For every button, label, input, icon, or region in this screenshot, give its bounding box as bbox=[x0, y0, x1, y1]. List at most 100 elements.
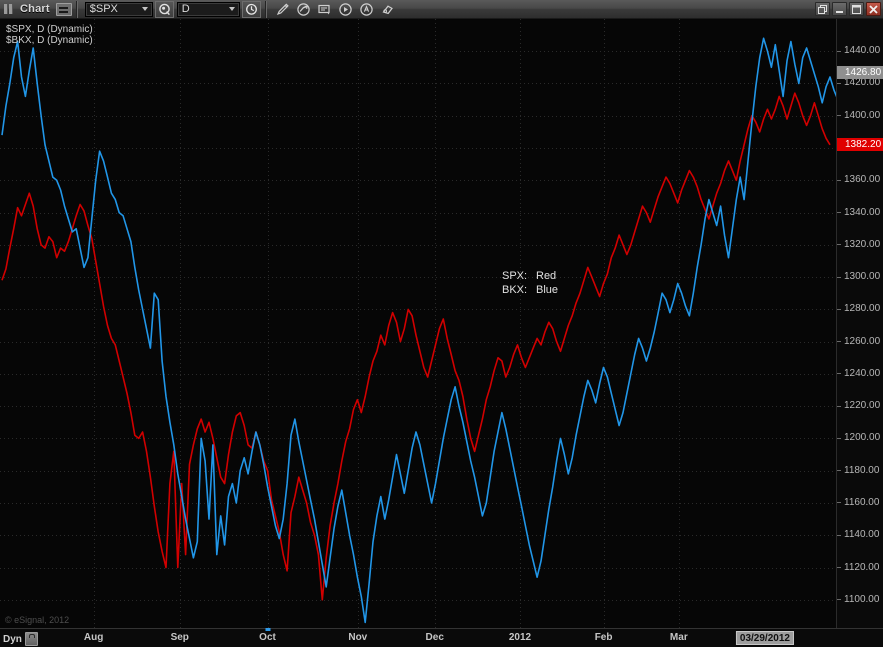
chart-annotation: SPX: Red BKX: Blue bbox=[502, 269, 558, 297]
interval-picker-button[interactable] bbox=[241, 0, 261, 18]
price-series-svg bbox=[0, 19, 836, 628]
link-window-icon[interactable] bbox=[55, 2, 72, 16]
previous-close-marker: 1426.80 bbox=[837, 66, 883, 79]
price-tick-label: 1300.00 bbox=[844, 271, 881, 283]
price-tick: 1220.00 bbox=[837, 400, 883, 411]
price-tick: 1340.00 bbox=[837, 207, 883, 218]
interval-value[interactable]: D bbox=[181, 3, 190, 15]
minimize-button[interactable] bbox=[832, 2, 847, 16]
restore-icon bbox=[818, 4, 827, 14]
price-tick: 1400.00 bbox=[837, 110, 883, 121]
dyn-status[interactable]: Dyn bbox=[3, 632, 38, 646]
time-tick-label: Nov bbox=[348, 632, 368, 643]
price-tick: 1200.00 bbox=[837, 432, 883, 443]
annotation-line-bkx: BKX: Blue bbox=[502, 283, 558, 297]
alert-circle-icon bbox=[360, 2, 373, 16]
interval-input[interactable]: D bbox=[176, 1, 240, 17]
price-tick-label: 1120.00 bbox=[844, 561, 880, 573]
eraser-tool-button[interactable] bbox=[378, 1, 397, 18]
price-tick-label: 1360.00 bbox=[844, 174, 881, 186]
chart-container: $SPX, D (Dynamic) $BKX, D (Dynamic) SPX:… bbox=[0, 19, 883, 628]
series-lines bbox=[1, 37, 836, 624]
last-price-marker-value: 1382.20 bbox=[845, 138, 882, 150]
price-tick: 1260.00 bbox=[837, 336, 883, 347]
time-tick-label: Sep bbox=[170, 632, 189, 643]
price-tick-label: 1220.00 bbox=[844, 400, 881, 412]
time-tick-label: Feb bbox=[594, 632, 613, 643]
price-tick-label: 1420.00 bbox=[844, 77, 881, 89]
chevron-down-icon[interactable] bbox=[139, 7, 152, 11]
annotation-bkx-value: Blue bbox=[536, 284, 559, 296]
price-tick-label: 1140.00 bbox=[844, 529, 880, 541]
restore-down-button[interactable] bbox=[815, 2, 830, 16]
cursor-date-box: 03/29/2012 bbox=[735, 631, 794, 645]
time-axis[interactable]: Dyn Aug Sep Oct Nov Dec 2012 Feb Mar 03/29/2012 bbox=[0, 628, 883, 647]
price-tick: 1240.00 bbox=[837, 368, 883, 379]
window-title: Chart bbox=[20, 3, 50, 15]
symbol-input[interactable]: $SPX bbox=[84, 1, 153, 17]
text-annotation-tool-button[interactable] bbox=[315, 1, 334, 18]
last-price-marker: 1382.20 bbox=[837, 137, 883, 151]
toolbar-separator-1 bbox=[75, 0, 78, 18]
lock-icon[interactable] bbox=[24, 632, 38, 646]
price-tick: 1440.00 bbox=[837, 45, 883, 56]
price-tick-label: 1240.00 bbox=[844, 367, 881, 379]
series-line-bkx bbox=[1, 37, 836, 624]
annotation-bkx-key: BKX: bbox=[502, 284, 528, 296]
pencil-icon bbox=[276, 2, 289, 15]
eraser-icon bbox=[382, 4, 393, 14]
window-titlebar: Chart $SPX D bbox=[0, 0, 883, 19]
price-tick: 1320.00 bbox=[837, 239, 883, 250]
toolbar-separator-2 bbox=[264, 0, 267, 18]
price-tick: 1360.00 bbox=[837, 174, 883, 185]
window-controls bbox=[815, 2, 881, 16]
maximize-button[interactable] bbox=[849, 2, 864, 16]
trend-tool-button[interactable] bbox=[294, 1, 313, 18]
price-tick: 1280.00 bbox=[837, 303, 883, 314]
price-tick: 1160.00 bbox=[837, 497, 883, 508]
symbol-value[interactable]: $SPX bbox=[89, 3, 118, 15]
price-tick: 1180.00 bbox=[837, 465, 883, 476]
price-tick-label: 1320.00 bbox=[844, 238, 881, 250]
time-tick-label: Dec bbox=[425, 632, 444, 643]
maximize-icon bbox=[852, 4, 861, 14]
price-tick: 1300.00 bbox=[837, 271, 883, 282]
close-icon bbox=[869, 4, 878, 14]
play-circle-icon bbox=[339, 2, 352, 16]
symbol-search-icon bbox=[158, 3, 170, 15]
annotation-spx-value: Red bbox=[536, 270, 557, 282]
trend-arrow-icon bbox=[297, 2, 310, 16]
price-tick-label: 1440.00 bbox=[844, 45, 881, 57]
price-tick-label: 1100.00 bbox=[844, 593, 880, 605]
gridlines bbox=[0, 19, 836, 628]
close-button[interactable] bbox=[866, 2, 881, 16]
time-tick-label: Aug bbox=[83, 632, 104, 643]
draw-line-tool-button[interactable] bbox=[273, 1, 292, 18]
price-tick-label: 1180.00 bbox=[844, 464, 880, 476]
text-box-icon bbox=[318, 4, 330, 14]
copyright-notice: © eSignal, 2012 bbox=[5, 615, 70, 625]
series-line-spx bbox=[1, 92, 831, 601]
playback-tool-button[interactable] bbox=[336, 1, 355, 18]
price-tick: 1140.00 bbox=[837, 529, 883, 540]
symbol-search-button[interactable] bbox=[154, 0, 174, 18]
chevron-down-icon-2[interactable] bbox=[226, 7, 239, 11]
time-tick-label: Mar bbox=[669, 632, 688, 643]
chart-plot-area[interactable]: $SPX, D (Dynamic) $BKX, D (Dynamic) SPX:… bbox=[0, 19, 836, 628]
time-tick-label: Oct bbox=[259, 632, 276, 643]
price-tick: 1120.00 bbox=[837, 562, 883, 573]
previous-close-marker-value: 1426.80 bbox=[845, 67, 882, 78]
alert-tool-button[interactable] bbox=[357, 1, 376, 18]
drag-grip-icon[interactable] bbox=[4, 4, 15, 15]
price-tick-label: 1280.00 bbox=[844, 303, 881, 315]
annotation-spx-key: SPX: bbox=[502, 270, 528, 282]
annotation-line-spx: SPX: Red bbox=[502, 269, 558, 283]
price-tick-label: 1340.00 bbox=[844, 206, 881, 218]
dyn-label: Dyn bbox=[3, 633, 22, 645]
price-tick-label: 1400.00 bbox=[844, 109, 881, 121]
time-cursor-marker bbox=[265, 628, 271, 631]
minimize-icon bbox=[836, 10, 843, 13]
price-tick: 1100.00 bbox=[837, 594, 883, 605]
price-axis[interactable]: 1100.00 1120.00 1140.00 1160.00 1180.00 1200.… bbox=[836, 19, 883, 628]
